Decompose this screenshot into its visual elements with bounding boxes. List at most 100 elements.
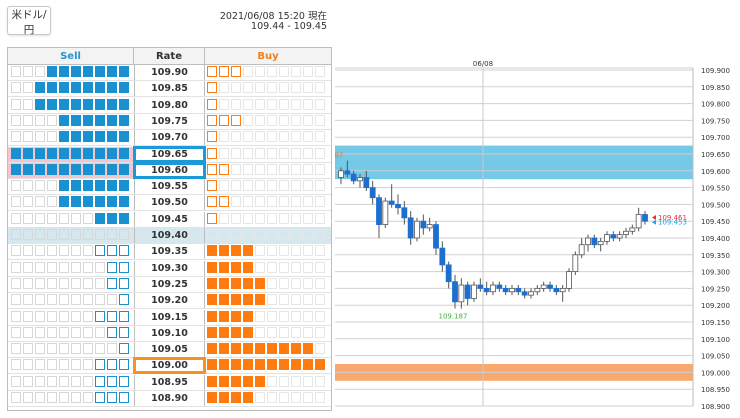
buy-order-cell (243, 82, 253, 94)
buy-order-cell (219, 261, 229, 273)
buy-order-cell (231, 212, 241, 224)
buy-order-cell (231, 114, 241, 126)
buy-order-cell (279, 294, 289, 306)
buy-order-cell (243, 229, 253, 240)
rate-cell[interactable]: 109.20 (134, 293, 205, 309)
sell-order-cell (59, 229, 69, 240)
sell-order-cell (23, 310, 33, 322)
buy-order-cell (207, 277, 217, 289)
buy-order-cell (291, 98, 301, 110)
rate-cell[interactable]: 109.75 (134, 113, 205, 129)
sell-order-cell (35, 82, 45, 94)
rate-cell[interactable]: 109.00 (133, 357, 206, 375)
rate-cell[interactable]: 109.85 (134, 81, 205, 97)
buy-order-cell (231, 66, 241, 77)
sell-order-cell (47, 343, 57, 355)
rate-cell[interactable]: 109.15 (134, 309, 205, 325)
buy-order-cell (255, 180, 265, 192)
sell-order-cell (59, 294, 69, 306)
buy-order-cell (255, 310, 265, 322)
buy-order-cell (291, 343, 301, 355)
sell-order-cell (71, 114, 81, 126)
rate-cell[interactable]: 109.65 (133, 145, 206, 163)
sell-order-cell (35, 229, 45, 240)
buy-order-cell (267, 196, 277, 208)
buy-order-cell (315, 66, 325, 77)
rate-cell[interactable]: 109.90 (134, 65, 205, 80)
y-tick-label: 109.650 (701, 151, 730, 159)
x-axis-label: 06/08 (473, 60, 493, 68)
buy-order-cell (279, 310, 289, 322)
sell-order-cell (59, 343, 69, 355)
rate-cell[interactable]: 108.95 (134, 374, 205, 390)
buy-order-cell (267, 147, 277, 159)
buy-order-cell (267, 66, 277, 77)
candle (597, 240, 604, 246)
buy-order-cell (219, 343, 229, 355)
rate-cell[interactable]: 108.90 (134, 391, 205, 406)
buy-order-cell (267, 180, 277, 192)
buy-order-cell (231, 131, 241, 143)
sell-order-cell (35, 310, 45, 322)
rate-column-header: Rate (134, 48, 205, 65)
buy-order-cell (291, 82, 301, 94)
rate-cell[interactable]: 109.05 (134, 342, 205, 358)
rate-cell[interactable]: 109.70 (134, 130, 205, 146)
rate-cell[interactable]: 109.55 (134, 179, 205, 195)
rate-cell[interactable]: 109.80 (134, 97, 205, 113)
sell-order-cell (95, 114, 105, 126)
sell-order-cell (59, 66, 69, 77)
rate-cell[interactable]: 109.10 (134, 325, 205, 341)
sell-order-cell (59, 114, 69, 126)
buy-order-cell (255, 375, 265, 387)
sell-order-cell (47, 392, 57, 403)
y-tick-label: 109.350 (701, 252, 730, 260)
sell-order-cell (83, 375, 93, 387)
sell-order-cell (23, 196, 33, 208)
candle (388, 200, 395, 205)
sell-order-cell (35, 359, 45, 371)
rate-cell[interactable]: 109.45 (134, 211, 205, 227)
sell-order-cell (119, 310, 129, 322)
sell-order-cell (119, 180, 129, 192)
sell-order-cell (35, 66, 45, 77)
sell-order-cell (47, 245, 57, 257)
rate-cell[interactable]: 109.50 (134, 195, 205, 211)
rate-cell[interactable]: 109.40 (134, 228, 205, 243)
sell-order-cell (95, 147, 105, 159)
sell-order-cell (71, 359, 81, 371)
sell-order-cell (71, 229, 81, 240)
buy-order-cell (219, 82, 229, 94)
sell-order-cell (71, 343, 81, 355)
buy-order-cell (255, 98, 265, 110)
buy-order-cell (315, 375, 325, 387)
buy-order-cell (267, 310, 277, 322)
rate-cell[interactable]: 109.25 (134, 276, 205, 292)
order-row: 108.90 (8, 391, 331, 407)
y-tick-label: 109.100 (701, 336, 730, 344)
sell-order-cell (119, 98, 129, 110)
buy-order-cell (243, 277, 253, 289)
sell-order-cell (23, 147, 33, 159)
candle (572, 254, 579, 273)
sell-order-cell (23, 343, 33, 355)
buy-order-cell (219, 229, 229, 240)
sell-order-cell (71, 326, 81, 338)
rate-cell[interactable]: 109.35 (134, 244, 205, 260)
buy-order-cell (291, 392, 301, 403)
sell-order-cell (95, 310, 105, 322)
buy-order-cell (291, 114, 301, 126)
sell-order-cell (59, 392, 69, 403)
order-row: 109.20 (8, 293, 331, 310)
currency-pair-button[interactable]: 米ドル/円 (7, 6, 51, 36)
sell-order-cell (23, 245, 33, 257)
sell-order-cell (83, 196, 93, 208)
rate-cell[interactable]: 109.30 (134, 260, 205, 276)
buy-order-cell (243, 212, 253, 224)
sell-order-cell (83, 261, 93, 273)
sell-order-cell (95, 326, 105, 338)
rate-cell[interactable]: 109.60 (133, 161, 206, 179)
buy-order-cell (303, 326, 313, 338)
sell-order-cell (47, 66, 57, 77)
buy-order-cell (279, 392, 289, 403)
